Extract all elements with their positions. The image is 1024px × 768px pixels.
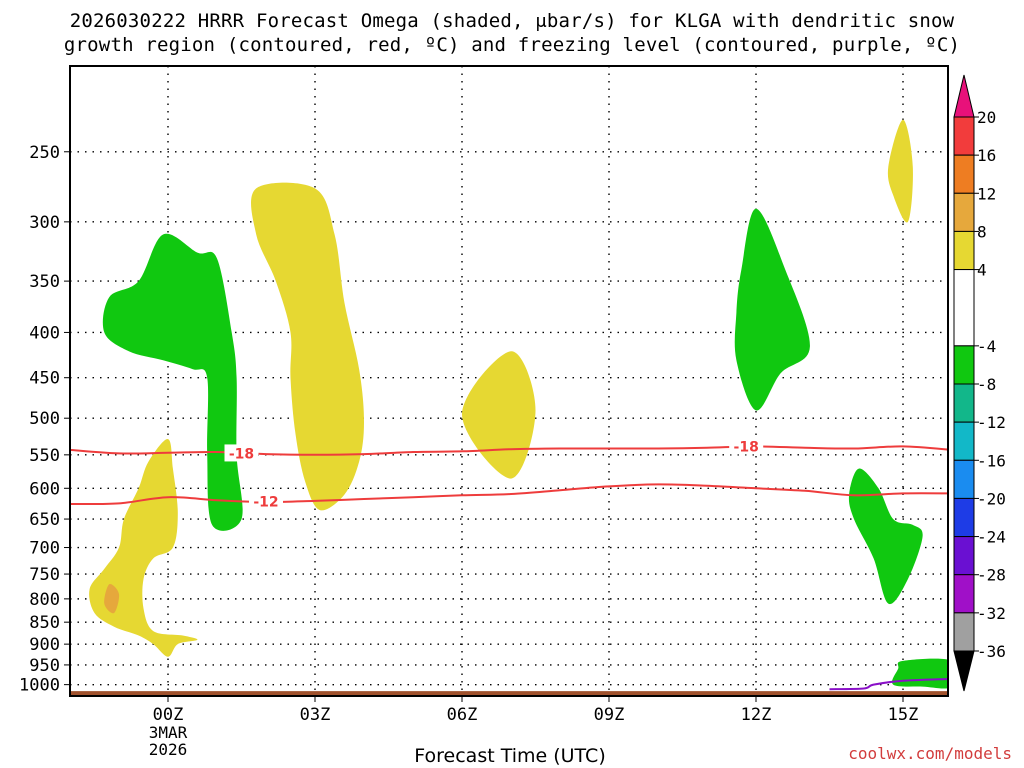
y-tick-label: 250 [29,143,60,163]
colorbar-label: -8 [977,375,996,394]
x-tick-label: 15Z [888,705,919,725]
y-axis: 2503003504004505005506006507007508008509… [19,143,70,696]
green-12z-blob [734,208,810,411]
orange-core [104,583,120,614]
colorbar-bin [953,421,975,461]
dgz-bottom-label: -12 [253,495,278,511]
dgz-top-label-bg [729,437,764,455]
colorbar-bin [953,154,975,194]
colorbar-bin [953,383,975,423]
freezing-level-line [829,677,948,691]
y-tick-label: 300 [29,213,60,233]
colorbar-label: 4 [977,261,987,280]
colorbar-label: -20 [977,489,1006,508]
x-tick-label: 09Z [594,705,625,725]
colorbar-bin [953,459,975,499]
y-tick-label: 450 [29,369,60,389]
colorbar: 20 16 12 8 4 -4 -8 -12 -16 -20 -24 -28 -32 -36 [953,74,1006,692]
colorbar-bottom-arrow [953,650,975,692]
y-tick-label: 1000 [19,676,60,696]
y-tick-label: 700 [29,539,60,559]
yellow-07z-diamond [462,351,536,479]
x-tick-label: 00Z [153,705,184,725]
yellow-15z-blob [887,119,913,223]
ground-layer [70,691,948,696]
colorbar-bin [953,192,975,232]
y-tick-label: 550 [29,446,60,466]
y-tick-label: 850 [29,613,60,633]
x-tick-label: 12Z [741,705,772,725]
y-tick-label: 600 [29,479,60,499]
colorbar-top-arrow [953,74,975,118]
green-sink-left [102,233,243,531]
x-tick-sublabel: 2026 [149,740,188,759]
colorbar-bin [953,536,975,576]
colorbar-label: -36 [977,642,1006,661]
colorbar-label: 16 [977,146,996,165]
dgz-bottom-line [70,483,948,506]
dgz-top-label-bg [224,444,259,462]
dgz-top-label: -18 [734,439,759,455]
green-15z-tail [848,468,923,605]
colorbar-label: 12 [977,184,996,203]
colorbar-label: -4 [977,337,996,356]
colorbar-bin [953,116,975,156]
x-tick-sublabel: 3MAR [149,723,188,742]
colorbar-bin [953,345,975,385]
colorbar-bin [953,497,975,538]
colorbar-label: -12 [977,413,1006,432]
x-axis-title: Forecast Time (UTC) [414,745,606,767]
colorbar-bin [953,612,975,652]
chart-title-line2: growth region (contoured, red, ºC) and f… [63,34,961,56]
plot-frame [69,65,949,697]
y-tick-label: 900 [29,635,60,655]
yellow-03z-plume [251,182,364,511]
dgz-bottom-label-bg [249,492,283,510]
x-tick-label: 06Z [447,705,478,725]
colorbar-label: -16 [977,451,1006,470]
colorbar-bin [953,230,975,271]
dgz-top-line [70,445,948,456]
y-tick-label: 350 [29,272,60,292]
y-tick-label: 650 [29,510,60,530]
y-tick-label: 800 [29,590,60,610]
colorbar-label: -28 [977,566,1006,585]
y-tick-label: 950 [29,656,60,676]
colorbar-bin [953,269,975,347]
dgz-top-label: -18 [229,446,254,462]
ground-strip [70,691,948,696]
y-tick-label: 500 [29,409,60,429]
x-tick-label: 03Z [300,705,331,725]
y-tick-label: 400 [29,323,60,343]
y-tick-label: 750 [29,565,60,585]
colorbar-label: -24 [977,528,1006,547]
chart-title-line1: 2026030222 HRRR Forecast Omega (shaded, … [69,10,955,32]
credit-text: coolwx.com/models [848,744,1012,763]
colorbar-label: -32 [977,604,1006,623]
temperature-contours: -18 -18 -12 [70,437,948,691]
colorbar-bin [953,574,975,614]
colorbar-label: 20 [977,108,996,127]
colorbar-label: 8 [977,222,987,241]
omega-shading [89,119,948,689]
yellow-low-level-plume [89,439,198,657]
